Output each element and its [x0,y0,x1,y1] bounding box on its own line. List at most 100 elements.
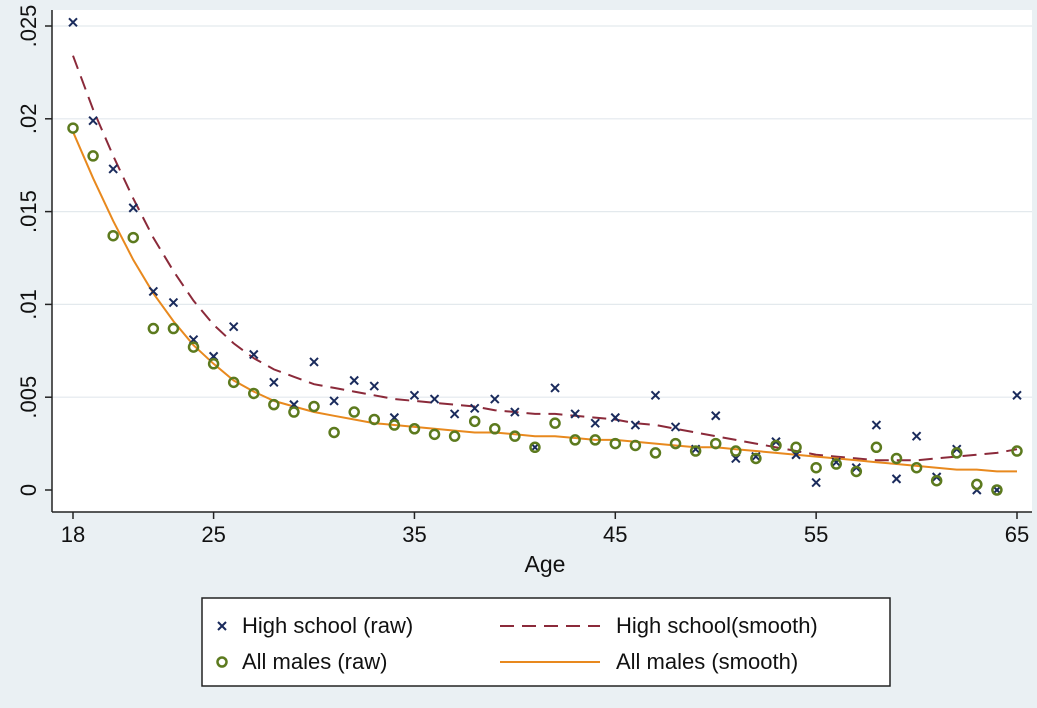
marker-stroke [369,381,379,391]
marker-stroke [550,383,560,393]
marker-stroke [309,357,319,367]
marker-stroke [911,431,922,441]
data-point [449,409,460,419]
data-point [529,441,541,454]
data-point [248,387,260,400]
data-point [709,437,722,450]
x-tick-label: 65 [1005,522,1029,547]
marker-stroke [349,375,359,386]
data-point [87,150,99,162]
data-point [490,394,500,404]
marker-stroke [650,390,661,401]
data-point [228,321,239,332]
data-point [650,390,661,401]
marker-stroke [68,17,78,27]
data-point [711,411,721,421]
data-point [870,441,883,454]
data-point [830,458,842,470]
marker-stroke [711,411,721,421]
data-point [388,419,401,431]
data-point [930,474,943,487]
data-point [549,417,561,429]
data-point [207,358,220,370]
marker-stroke [891,474,902,484]
grid-lines [52,25,1032,398]
data-point [187,341,200,353]
marker-stroke [590,418,600,428]
data-point [428,428,441,441]
data-point [489,423,501,435]
marker-stroke [329,396,339,406]
marker-stroke [630,420,641,430]
data-point [850,465,863,478]
x-tick-label: 25 [201,522,225,547]
y-tick-label: .025 [16,5,41,48]
data-point [68,17,78,27]
data-point [128,203,138,213]
data-point [550,383,560,393]
data-point [689,445,702,457]
data-point [288,406,300,418]
data-point [509,430,521,442]
data-point [811,477,821,488]
data-point [629,439,642,452]
data-point [510,407,520,417]
data-point [368,413,381,426]
x-tick-label: 55 [804,522,828,547]
data-point [249,349,259,360]
plot-area [52,10,1032,512]
marker-stroke [249,349,259,360]
data-point [730,445,742,457]
data-point [409,390,420,401]
marker-stroke [148,286,159,297]
data-point [1012,390,1022,401]
legend-box [201,597,891,687]
marker-stroke [811,477,821,488]
data-point [148,286,159,297]
data-point [991,484,1003,496]
data-point [309,357,319,367]
marker-stroke [108,164,118,174]
data-point [609,437,622,450]
marker-stroke [228,321,239,332]
raw-markers [67,17,1023,496]
marker-stroke [409,390,420,401]
data-point [770,439,782,452]
marker-stroke [128,203,138,213]
data-point [911,431,922,441]
data-point [408,423,421,435]
y-axis: 0 .005 .01 .015 .02 .025 [16,5,53,512]
data-point [269,377,279,388]
data-point [468,415,481,428]
data-point [610,412,621,423]
data-point [891,474,902,484]
data-point [890,452,903,465]
legend-symbol [217,621,227,631]
data-point [790,441,802,454]
legend-symbol [216,656,228,668]
data-point [167,322,180,335]
data-point [88,115,98,126]
data-point [569,434,581,446]
marker-stroke [670,422,681,432]
data-point [448,430,461,442]
data-point [348,406,360,418]
x-axis: 18 25 35 45 55 65 [52,511,1032,547]
data-point [227,376,240,389]
data-point [810,461,822,474]
y-tick-label: .02 [16,104,41,135]
marker-stroke [429,394,440,404]
y-tick-label: .015 [16,190,41,233]
marker-stroke [510,407,520,417]
legend-item: All males (raw) [216,649,387,674]
data-point [750,452,762,465]
data-point [429,394,440,404]
data-point [950,447,963,459]
legend-item: All males (smooth) [500,649,798,674]
x-tick-label: 45 [603,522,627,547]
legend-item: High school (raw) [217,613,413,638]
data-point [147,322,160,335]
marker-stroke [570,409,580,419]
data-point [649,447,662,459]
